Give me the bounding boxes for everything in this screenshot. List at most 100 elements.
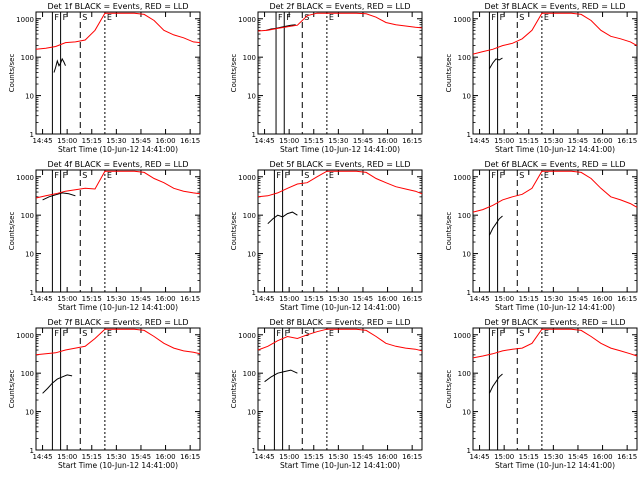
x-axis-label: Start Time (10-Jun-12 14:41:00) [58, 303, 178, 312]
marker-label: S [82, 13, 87, 22]
panel-title: Det 3f BLACK = Events, RED = LLD [484, 2, 625, 11]
panel-title: Det 2f BLACK = Events, RED = LLD [269, 2, 410, 11]
x-tick-label: 16:15 [617, 453, 637, 461]
detector-panel: Det 2f BLACK = Events, RED = LLD 1 10 100 10… [230, 2, 423, 154]
plot-frame [35, 327, 201, 451]
detector-panel: Det 4f BLACK = Events, RED = LLD 1 10 100 10… [8, 160, 201, 312]
y-tick-label: 100 [243, 54, 256, 62]
x-tick-label: 15:45 [353, 453, 373, 461]
marker-label: F [500, 329, 505, 338]
y-axis-label: Counts/sec [8, 54, 16, 93]
marker-label: F [54, 329, 59, 338]
x-tick-label: 15:00 [279, 453, 299, 461]
events-series-line [53, 57, 66, 73]
marker-label: F [491, 329, 496, 338]
y-axis-label: Counts/sec [8, 370, 16, 409]
x-tick-label: 15:30 [328, 453, 348, 461]
marker-label: S [519, 329, 524, 338]
detector-panel: Det 3f BLACK = Events, RED = LLD 1 10 100 10… [445, 2, 638, 154]
y-tick-label: 100 [21, 370, 34, 378]
y-tick-label: 1000 [453, 174, 471, 182]
x-tick-label: 16:15 [402, 295, 422, 303]
x-tick-label: 16:15 [617, 137, 637, 145]
y-tick-label: 1 [467, 131, 471, 139]
y-tick-label: 10 [247, 93, 256, 101]
events-series-line [42, 192, 76, 201]
x-tick-label: 16:15 [180, 453, 200, 461]
y-tick-label: 10 [462, 409, 471, 417]
y-axis-label: Counts/sec [445, 54, 453, 93]
events-series-line [488, 215, 503, 236]
x-tick-label: 15:45 [568, 137, 588, 145]
y-tick-label: 1000 [238, 174, 256, 182]
detector-panel: Det 9f BLACK = Events, RED = LLD 1 10 100 10… [445, 318, 638, 470]
y-tick-label: 1 [30, 289, 34, 297]
y-tick-label: 1000 [16, 16, 34, 24]
x-tick-label: 16:00 [155, 137, 175, 145]
lld-series-line [257, 170, 423, 198]
marker-label: E [329, 13, 334, 22]
marker-label: F [500, 171, 505, 180]
marker-label: F [500, 13, 505, 22]
marker-label: S [304, 171, 309, 180]
marker-label: S [519, 171, 524, 180]
y-tick-label: 100 [243, 212, 256, 220]
x-tick-label: 14:45 [254, 137, 274, 145]
marker-label: S [519, 13, 524, 22]
x-tick-label: 14:45 [254, 295, 274, 303]
lld-series-line [35, 170, 201, 199]
y-tick-label: 100 [243, 370, 256, 378]
x-tick-label: 15:45 [131, 453, 151, 461]
y-tick-label: 1000 [453, 332, 471, 340]
y-tick-label: 1000 [238, 332, 256, 340]
x-tick-label: 15:45 [353, 137, 373, 145]
lld-series-line [472, 12, 638, 55]
detector-panel: Det 8f BLACK = Events, RED = LLD 1 10 100 10… [230, 318, 423, 470]
x-tick-label: 15:30 [106, 137, 126, 145]
x-tick-label: 15:30 [543, 295, 563, 303]
x-tick-label: 16:15 [402, 453, 422, 461]
y-tick-label: 1 [252, 131, 256, 139]
marker-label: E [107, 171, 112, 180]
x-tick-label: 15:30 [543, 137, 563, 145]
detector-panel: Det 7f BLACK = Events, RED = LLD 1 10 100 10… [8, 318, 201, 470]
x-tick-label: 15:30 [543, 453, 563, 461]
marker-label: F [63, 13, 68, 22]
x-tick-label: 15:00 [494, 453, 514, 461]
marker-label: S [304, 329, 309, 338]
events-series-line [267, 211, 298, 225]
lld-series-line [472, 170, 638, 213]
y-tick-label: 10 [247, 251, 256, 259]
plot-frame [35, 169, 201, 293]
plot-frame [472, 327, 638, 451]
y-tick-label: 1000 [16, 174, 34, 182]
marker-label: E [107, 329, 112, 338]
y-axis-label: Counts/sec [8, 212, 16, 251]
marker-label: S [82, 329, 87, 338]
lld-series-line [472, 328, 638, 359]
lld-series-line [257, 328, 423, 352]
lld-series-line [35, 328, 201, 356]
x-tick-label: 14:45 [469, 137, 489, 145]
x-axis-label: Start Time (10-Jun-12 14:41:00) [280, 303, 400, 312]
y-tick-label: 100 [21, 54, 34, 62]
marker-label: F [491, 13, 496, 22]
x-tick-label: 16:00 [155, 453, 175, 461]
panel-title: Det 4f BLACK = Events, RED = LLD [47, 160, 188, 169]
x-tick-label: 15:30 [106, 295, 126, 303]
x-axis-label: Start Time (10-Jun-12 14:41:00) [280, 461, 400, 470]
x-tick-label: 16:00 [155, 295, 175, 303]
x-tick-label: 15:00 [494, 295, 514, 303]
x-tick-label: 15:15 [304, 137, 324, 145]
plot-frame [257, 327, 423, 451]
x-tick-label: 15:00 [279, 137, 299, 145]
y-tick-label: 1 [30, 131, 34, 139]
x-tick-label: 15:00 [494, 137, 514, 145]
x-tick-label: 15:00 [57, 453, 77, 461]
x-tick-label: 15:15 [519, 295, 539, 303]
x-tick-label: 16:00 [592, 137, 612, 145]
marker-label: F [285, 171, 290, 180]
x-axis-label: Start Time (10-Jun-12 14:41:00) [495, 145, 615, 154]
detector-panel: Det 6f BLACK = Events, RED = LLD 1 10 100 10… [445, 160, 638, 312]
y-axis-label: Counts/sec [445, 212, 453, 251]
